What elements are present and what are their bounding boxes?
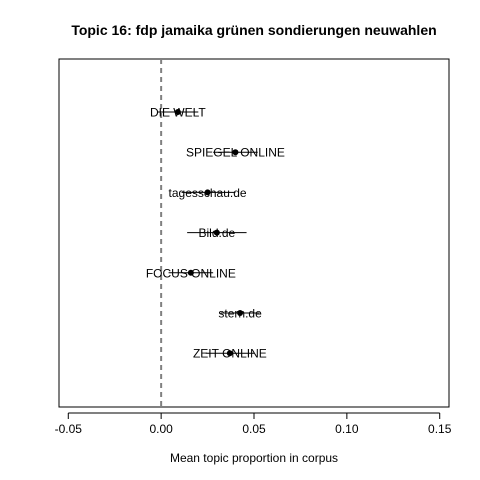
series-label: FOCUS ONLINE: [146, 266, 236, 280]
series-row: Bild.de: [187, 226, 247, 240]
mean-point: [213, 229, 220, 236]
mean-point: [237, 310, 244, 316]
plot-frame: [58, 58, 450, 408]
mean-point: [226, 350, 233, 357]
x-tick-label: 0.00: [149, 422, 173, 436]
series-row: FOCUS ONLINE: [146, 266, 236, 280]
series-label: Bild.de: [199, 226, 236, 240]
x-axis: -0.05 0.00 0.05 0.10 0.15: [55, 412, 452, 436]
chart-title: Topic 16: fdp jamaika grünen sondierunge…: [71, 22, 436, 38]
series-label: tagesschau.de: [169, 186, 247, 200]
mean-point: [232, 149, 239, 156]
mean-point: [204, 189, 211, 196]
series-label: DIE WELT: [150, 106, 206, 120]
series-row: stern.de: [218, 307, 262, 321]
mean-point: [187, 269, 194, 276]
marks-group: DIE WELT SPIEGEL ONLINE tagesschau.de Bild.…: [146, 106, 285, 361]
series-label: stern.de: [218, 307, 262, 321]
series-row: DIE WELT: [150, 106, 206, 120]
series-row: ZEIT ONLINE: [193, 347, 267, 361]
series-row: SPIEGEL ONLINE: [186, 146, 285, 160]
series-label: ZEIT ONLINE: [193, 347, 267, 361]
mean-point: [174, 109, 181, 115]
series-row: tagesschau.de: [169, 186, 247, 200]
x-tick-label: 0.15: [428, 422, 452, 436]
x-axis-label: Mean topic proportion in corpus: [170, 451, 338, 465]
series-label: SPIEGEL ONLINE: [186, 146, 285, 160]
x-tick-label: -0.05: [55, 422, 83, 436]
x-tick-label: 0.10: [335, 422, 359, 436]
x-tick-label: 0.05: [242, 422, 266, 436]
